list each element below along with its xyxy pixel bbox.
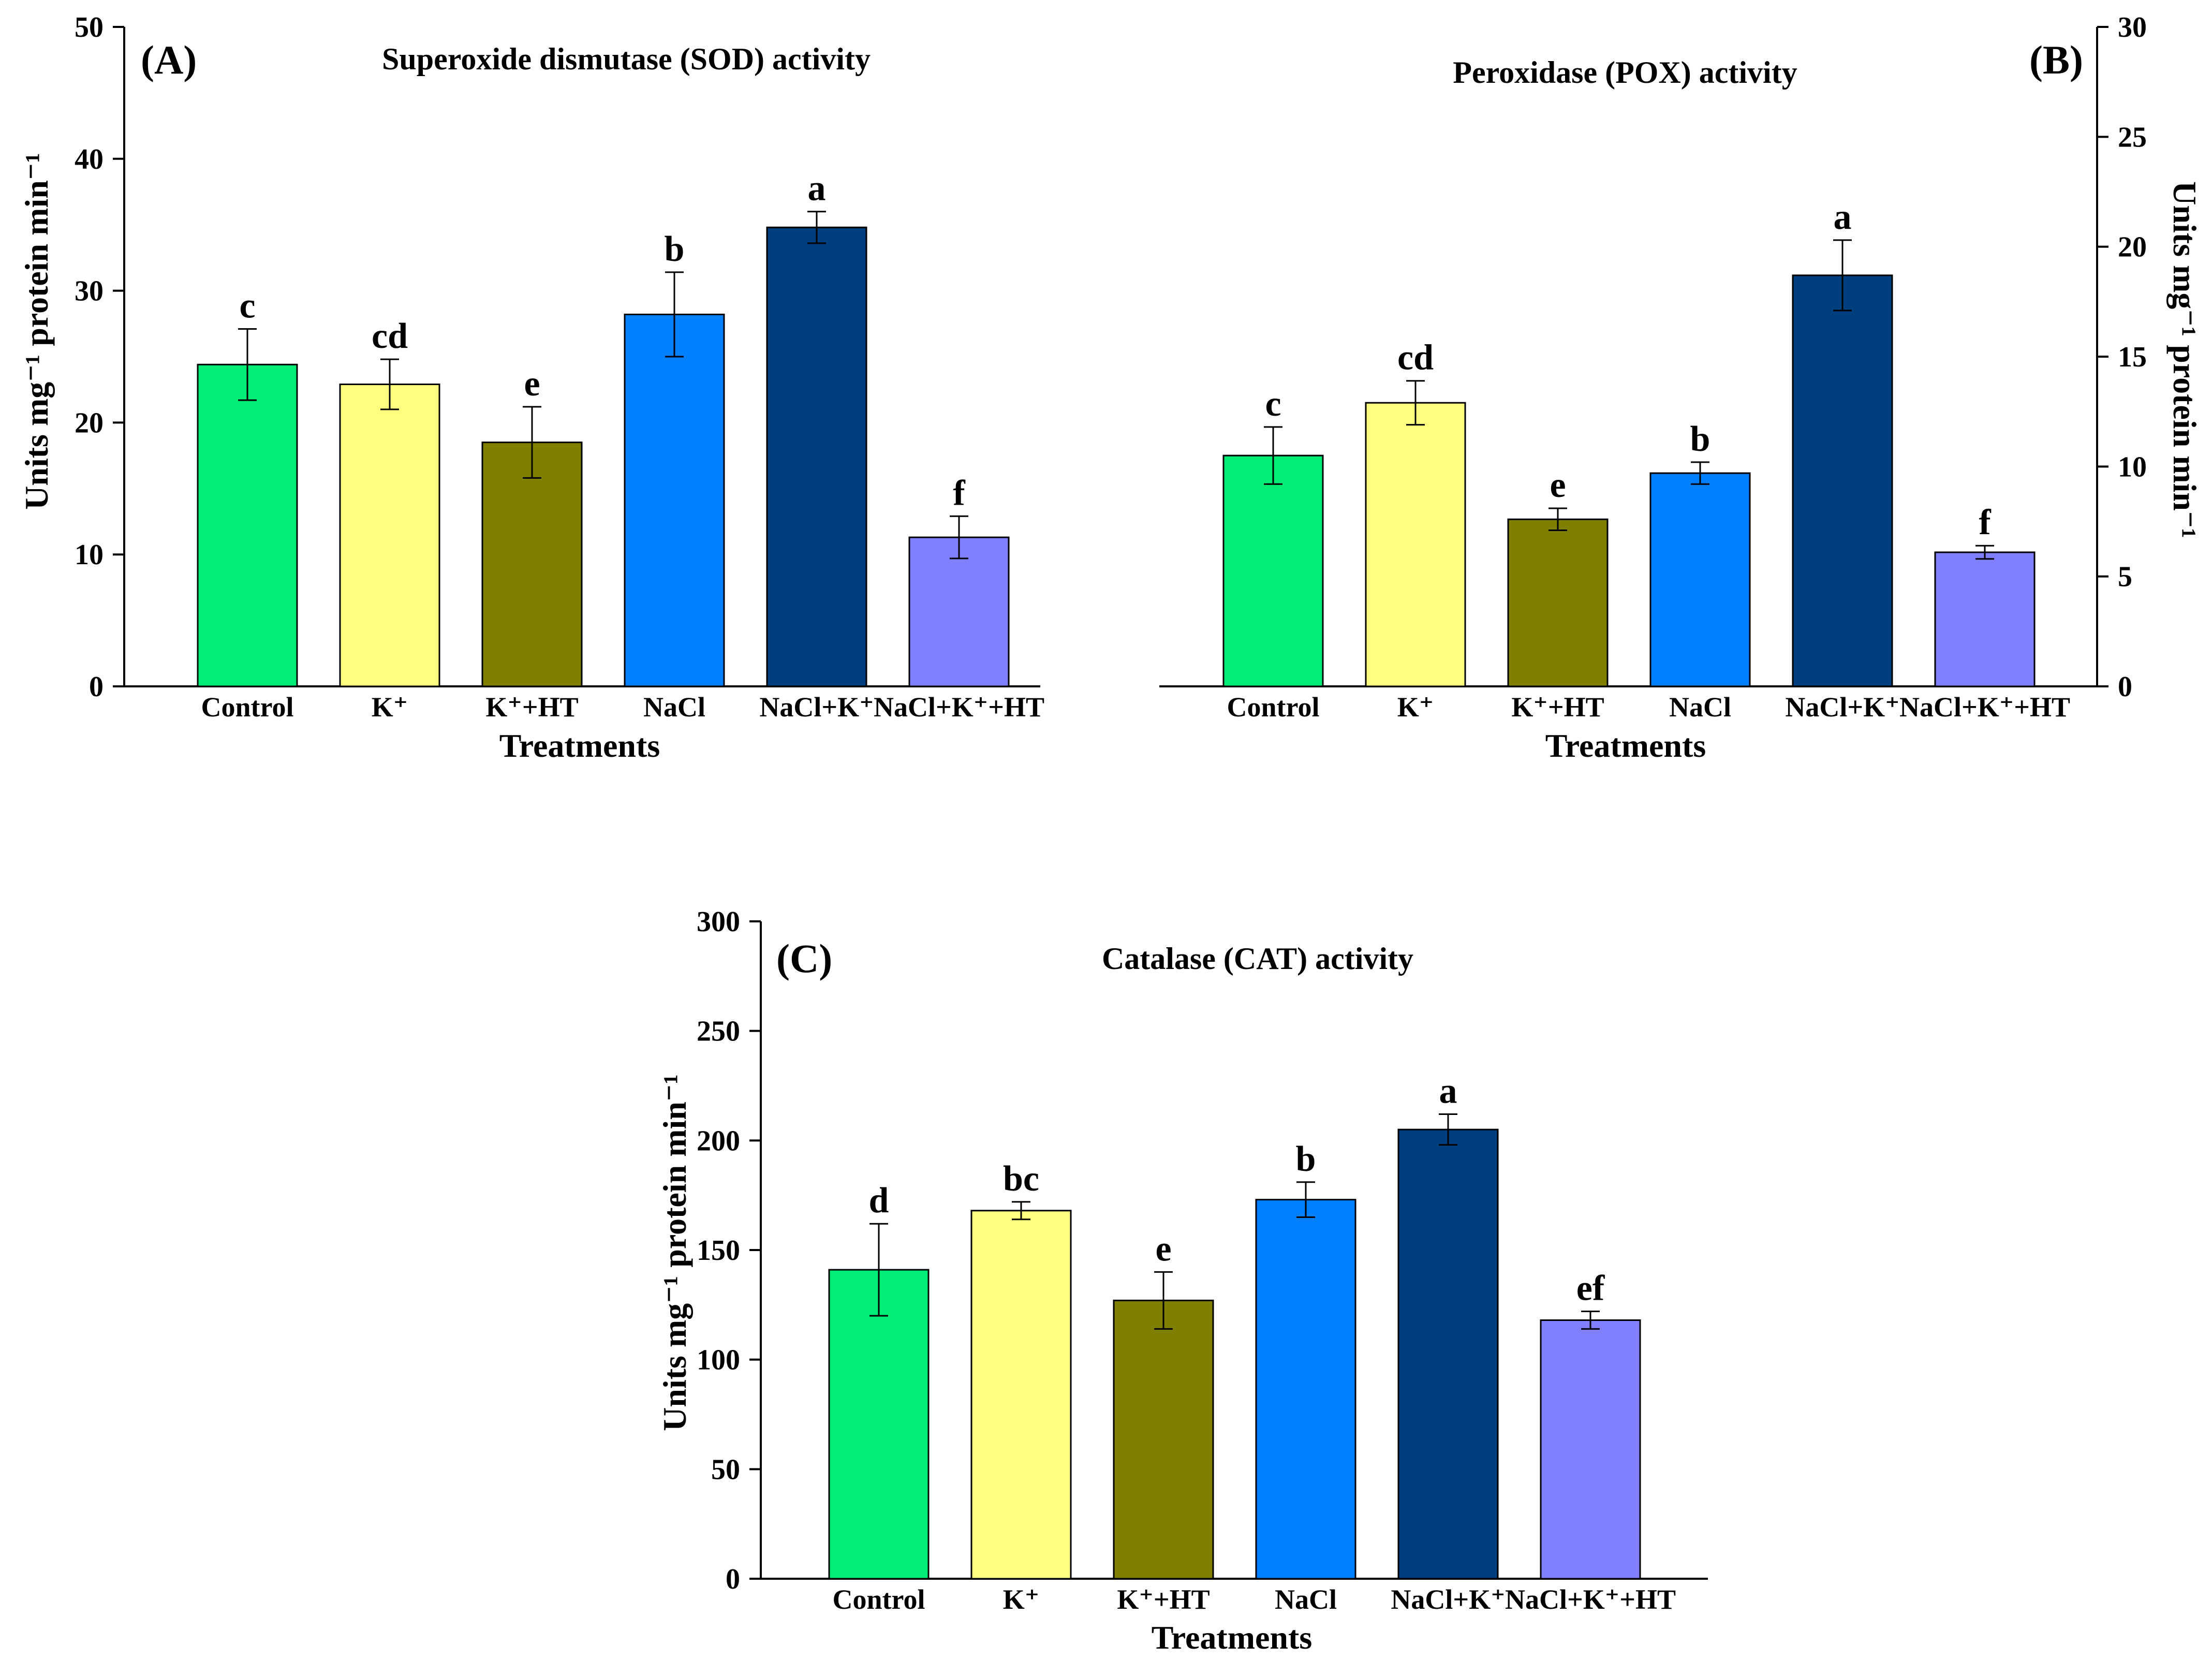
category-label: K⁺	[1003, 1584, 1040, 1615]
bar	[624, 313, 725, 687]
bar	[1507, 518, 1609, 687]
significance-letter: e	[1155, 1229, 1171, 1269]
y-tick-label: 0	[89, 671, 104, 703]
y-tick-label: 20	[75, 407, 104, 439]
category-label: NaCl+K⁺+HT	[874, 692, 1044, 723]
significance-letter: f	[1979, 503, 1991, 542]
bar	[766, 226, 867, 687]
significance-letter: b	[1296, 1139, 1316, 1179]
bar	[908, 536, 1010, 687]
y-tick-label: 10	[2118, 451, 2147, 483]
bar	[1365, 402, 1466, 687]
significance-letter: e	[1550, 465, 1566, 505]
bar	[481, 442, 583, 687]
category-label: K⁺+HT	[1117, 1584, 1210, 1615]
bar	[1397, 1128, 1499, 1580]
panel-tag: (A)	[141, 37, 197, 82]
y-tick-label: 5	[2118, 561, 2132, 593]
significance-letter: d	[869, 1181, 889, 1221]
category-label: K⁺+HT	[485, 692, 578, 723]
category-label: K⁺	[372, 692, 408, 723]
y-axis-title: Units mg⁻¹ protein min⁻¹	[656, 1074, 693, 1431]
bar	[828, 1269, 930, 1580]
y-tick-label: 30	[75, 275, 104, 307]
bar	[1222, 454, 1324, 687]
significance-letter: c	[1265, 384, 1281, 424]
chart-title: Catalase (CAT) activity	[1102, 942, 1413, 976]
bar	[1792, 274, 1893, 687]
chart-panel-2: 0 50 100 150 200 250 300 d Control bc K⁺ e K⁺+HT b NaC…	[656, 906, 1708, 1656]
category-label: NaCl+K⁺+HT	[1505, 1584, 1676, 1615]
y-tick-label: 10	[75, 539, 104, 571]
bar	[197, 363, 298, 687]
y-tick-label: 30	[2118, 11, 2147, 43]
y-tick-label: 0	[2118, 671, 2132, 703]
x-axis-title: Treatments	[1545, 727, 1706, 764]
category-label: NaCl	[1275, 1584, 1337, 1615]
category-label: NaCl	[643, 692, 705, 723]
significance-letter: b	[1690, 419, 1710, 459]
y-tick-label: 250	[697, 1016, 740, 1048]
significance-letter: cd	[1397, 338, 1434, 378]
chart-title: Superoxide dismutase (SOD) activity	[382, 42, 871, 76]
y-tick-label: 0	[726, 1563, 740, 1595]
significance-letter: b	[665, 229, 685, 269]
category-label: Control	[832, 1584, 925, 1615]
panel-tag: (B)	[2029, 37, 2083, 82]
y-tick-label: 200	[697, 1125, 740, 1157]
bar	[970, 1210, 1072, 1580]
bar	[1934, 551, 2036, 687]
category-label: Control	[1227, 692, 1319, 723]
y-tick-label: 300	[697, 906, 740, 938]
x-axis-title: Treatments	[1152, 1619, 1312, 1656]
chart-panel-1: 0 5 10 15 20 25 30 c Control cd K⁺ e K⁺+HT b NaCl a NaCl…	[1159, 11, 2203, 764]
category-label: K⁺	[1397, 692, 1434, 723]
y-axis-title: Units mg⁻¹ protein min⁻¹	[2166, 181, 2203, 538]
significance-letter: e	[524, 364, 540, 404]
category-label: NaCl+K⁺	[759, 692, 874, 723]
significance-letter: bc	[1003, 1159, 1039, 1199]
category-label: NaCl+K⁺	[1391, 1584, 1505, 1615]
chart-title: Peroxidase (POX) activity	[1453, 55, 1797, 90]
category-label: NaCl+K⁺+HT	[1899, 692, 2070, 723]
y-tick-label: 100	[697, 1344, 740, 1376]
significance-letter: cd	[372, 316, 408, 356]
panels: 01020304050cControlcdK⁺eK⁺+HTbNaClaNaCl+…	[18, 11, 2203, 1656]
bar	[1255, 1199, 1356, 1580]
category-label: K⁺+HT	[1511, 692, 1604, 723]
y-tick-label: 150	[697, 1235, 740, 1267]
chart-panel-0: 0 10 20 30 40 50 c Control cd K⁺ e K⁺+HT b NaCl a NaCl+…	[18, 11, 1044, 764]
y-axis-title: Units mg⁻¹ protein min⁻¹	[18, 153, 55, 510]
panel-tag: (C)	[776, 936, 832, 981]
bar	[339, 384, 440, 687]
y-tick-label: 50	[711, 1453, 740, 1486]
bar	[1540, 1319, 1641, 1580]
category-label: Control	[201, 692, 293, 723]
bar	[1113, 1299, 1214, 1580]
category-label: NaCl	[1669, 692, 1731, 723]
y-tick-label: 40	[75, 143, 104, 175]
y-tick-label: 20	[2118, 231, 2147, 263]
y-tick-label: 25	[2118, 121, 2147, 153]
significance-letter: a	[808, 169, 826, 209]
x-axis-title: Treatments	[499, 727, 660, 764]
significance-letter: ef	[1576, 1269, 1605, 1309]
bar	[1649, 472, 1751, 687]
significance-letter: f	[953, 473, 965, 513]
significance-letter: a	[1439, 1071, 1457, 1111]
significance-letter: c	[239, 286, 255, 326]
significance-letter: a	[1834, 197, 1852, 237]
y-tick-label: 15	[2118, 341, 2147, 373]
category-label: NaCl+K⁺	[1785, 692, 1899, 723]
y-tick-label: 50	[75, 11, 104, 43]
